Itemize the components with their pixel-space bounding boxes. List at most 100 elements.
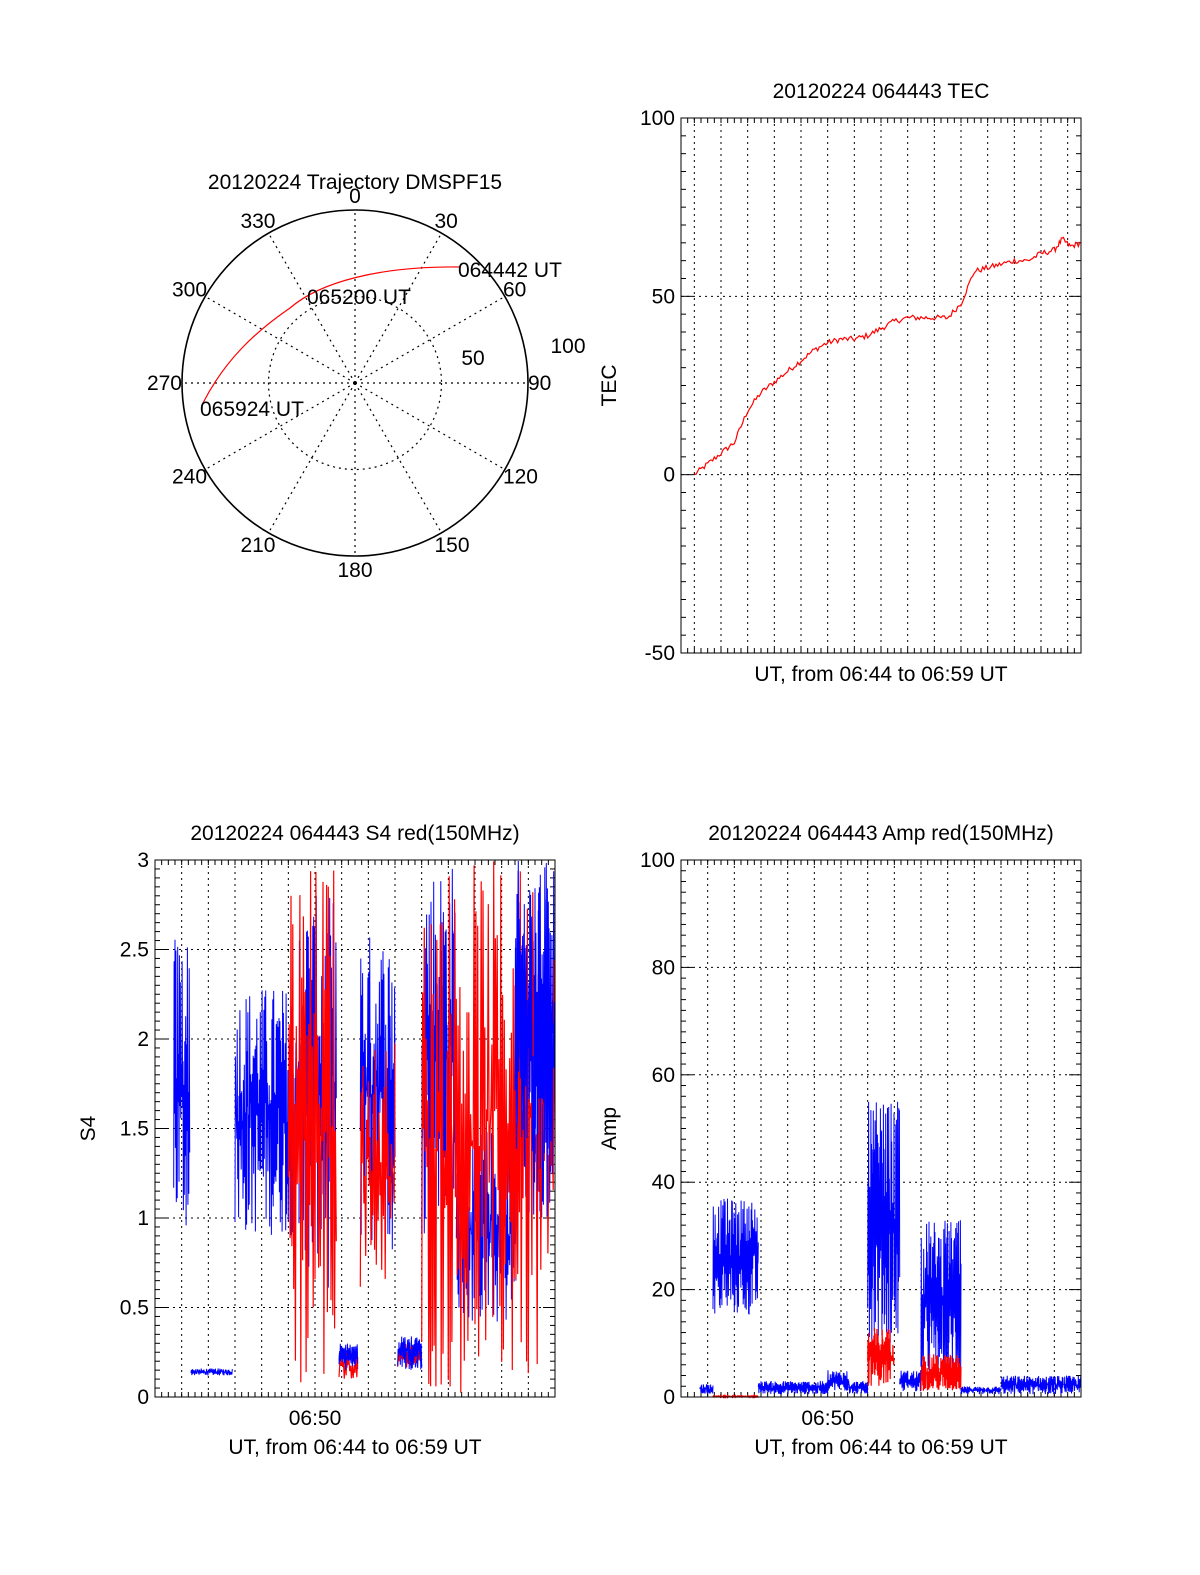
s4-blue-line xyxy=(234,990,300,1236)
polar-spoke xyxy=(204,382,356,471)
s4-blue-line xyxy=(338,1345,359,1370)
polar-radial-label: 50 xyxy=(461,347,484,370)
amp-red-line xyxy=(920,1354,962,1391)
x-tick-label: 06:50 xyxy=(801,1407,854,1430)
polar-trajectory-plot: 20120224 Trajectory DMSPF15 0 30 60 90 120 15… xyxy=(147,171,586,582)
s4-plot: 20120224 064443 S4 red(150MHz) 0 0.5 1 1.5 2… xyxy=(77,822,556,1459)
s4-red-line xyxy=(421,861,556,1393)
polar-spoke xyxy=(354,232,443,384)
s4-title: 20120224 064443 S4 red(150MHz) xyxy=(190,822,519,845)
polar-ring xyxy=(267,295,443,471)
y-tick-label: 2.5 xyxy=(120,939,149,962)
amp-blue-line xyxy=(920,1220,962,1381)
s4-series xyxy=(173,860,556,1393)
s4-grid xyxy=(155,860,555,1397)
y-tick-label: -50 xyxy=(645,642,675,665)
polar-radial-label: 100 xyxy=(550,335,585,358)
trajectory-line xyxy=(202,266,461,404)
y-tick-label: 100 xyxy=(640,107,675,130)
polar-angle-label: 0 xyxy=(349,185,361,208)
polar-grid xyxy=(181,209,529,557)
polar-title: 20120224 Trajectory DMSPF15 xyxy=(208,171,502,194)
amp-blue-line xyxy=(899,1370,922,1392)
y-tick-label: 0.5 xyxy=(120,1297,149,1320)
y-tick-label: 0 xyxy=(663,464,675,487)
amp-red-line xyxy=(867,1327,895,1386)
tec-plot: 20120224 064443 TEC -50 0 50 100 UT, from 0… xyxy=(598,80,1082,686)
amp-title: 20120224 064443 Amp red(150MHz) xyxy=(708,822,1054,845)
polar-angle-label: 180 xyxy=(337,559,372,582)
amp-xlabel: UT, from 06:44 to 06:59 UT xyxy=(754,1436,1007,1459)
tec-frame xyxy=(680,117,1082,654)
polar-angle-label: 240 xyxy=(172,466,207,489)
tec-grid xyxy=(681,118,1081,653)
polar-angle-labels: 0 30 60 90 120 150 180 210 240 270 300 330 xyxy=(147,185,551,582)
tec-ticks: -50 0 50 100 xyxy=(640,107,1082,665)
y-tick-label: 0 xyxy=(137,1386,149,1409)
s4-red-line xyxy=(287,870,337,1383)
s4-blue-line xyxy=(359,937,396,1254)
amp-blue-line xyxy=(867,1101,901,1344)
s4-ticks: 0 0.5 1 1.5 2 2.5 3 06:50 xyxy=(120,849,556,1430)
amp-plot: 20120224 064443 Amp red(150MHz) 0 20 40 60 8… xyxy=(598,822,1082,1459)
polar-angle-label: 210 xyxy=(240,534,275,557)
amp-blue-line xyxy=(1000,1375,1082,1395)
y-tick-label: 50 xyxy=(652,285,675,308)
y-tick-label: 3 xyxy=(137,849,149,872)
polar-angle-label: 90 xyxy=(528,372,551,395)
y-tick-label: 40 xyxy=(652,1171,675,1194)
polar-angle-label: 300 xyxy=(172,279,207,302)
amp-blue-line xyxy=(848,1380,869,1394)
polar-spoke xyxy=(354,295,506,384)
amp-blue-line xyxy=(827,1370,850,1391)
polar-angle-label: 270 xyxy=(147,372,182,395)
s4-blue-line xyxy=(173,939,191,1226)
tec-series xyxy=(694,236,1082,476)
amp-blue-line xyxy=(712,1198,759,1315)
amp-frame xyxy=(680,859,1082,1398)
s4-blue-line xyxy=(514,860,556,1217)
polar-spoke xyxy=(354,382,506,471)
s4-blue-line xyxy=(190,1368,233,1376)
s4-blue-line xyxy=(397,1336,423,1370)
polar-angle-label: 60 xyxy=(503,279,526,302)
polar-spoke xyxy=(354,382,443,534)
x-tick-label: 06:50 xyxy=(289,1407,342,1430)
polar-angle-label: 150 xyxy=(435,534,470,557)
s4-blue-line xyxy=(397,1337,423,1370)
polar-radial-labels: 50 100 xyxy=(461,335,585,370)
y-tick-label: 2 xyxy=(137,1028,149,1051)
y-tick-label: 60 xyxy=(652,1064,675,1087)
amp-grid xyxy=(681,860,1081,1397)
y-tick-label: 100 xyxy=(640,849,675,872)
s4-ylabel: S4 xyxy=(77,1115,100,1141)
y-tick-label: 20 xyxy=(652,1279,675,1302)
polar-angle-label: 120 xyxy=(503,466,538,489)
y-tick-label: 80 xyxy=(652,956,675,979)
polar-spoke xyxy=(204,295,356,384)
polar-spoke xyxy=(267,232,356,384)
amp-series xyxy=(699,1101,1082,1400)
amp-blue-line xyxy=(699,1384,714,1394)
s4-frame xyxy=(154,859,556,1398)
s4-blue-line xyxy=(421,868,457,1234)
s4-xlabel: UT, from 06:44 to 06:59 UT xyxy=(228,1436,481,1459)
y-tick-label: 0 xyxy=(663,1386,675,1409)
annotation-mid: 065200 UT xyxy=(307,286,411,309)
amp-ylabel: Amp xyxy=(598,1107,621,1150)
amp-blue-line xyxy=(960,1386,1002,1395)
polar-angle-label: 330 xyxy=(240,210,275,233)
polar-outer-circle xyxy=(181,209,529,557)
tec-line xyxy=(694,236,1082,476)
polar-spoke xyxy=(267,382,356,534)
s4-red-line xyxy=(359,1043,396,1287)
tec-xlabel: UT, from 06:44 to 06:59 UT xyxy=(754,663,1007,686)
annotation-end: 065924 UT xyxy=(200,398,304,421)
polar-angle-label: 30 xyxy=(435,210,458,233)
tec-title: 20120224 064443 TEC xyxy=(773,80,990,103)
y-tick-label: 1.5 xyxy=(120,1118,149,1141)
amp-blue-line xyxy=(757,1380,829,1395)
amp-ticks: 0 20 40 60 80 100 06:50 xyxy=(640,849,1082,1430)
tec-ylabel: TEC xyxy=(598,365,621,407)
